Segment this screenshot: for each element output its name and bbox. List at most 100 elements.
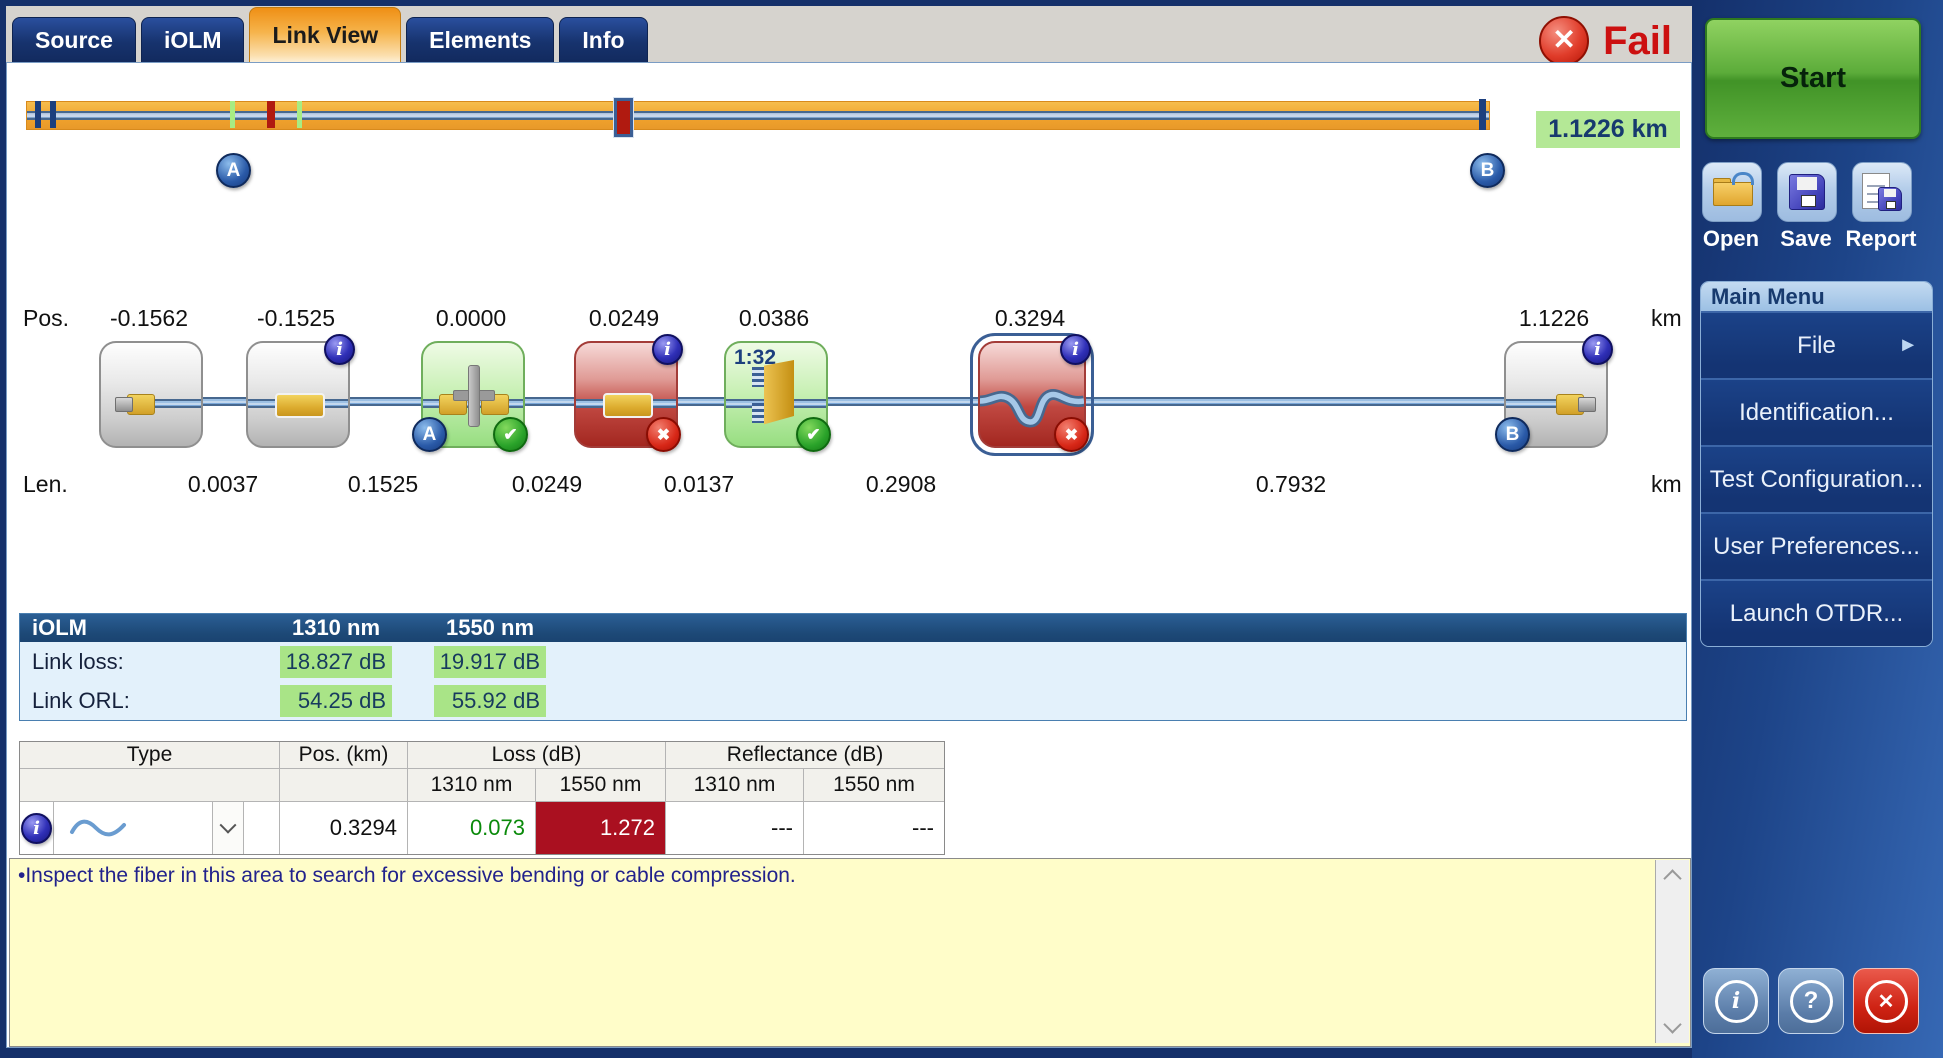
open-folder-icon bbox=[1713, 172, 1754, 206]
info-badge-icon: i bbox=[1060, 334, 1091, 365]
overview-end-cap bbox=[1479, 99, 1486, 130]
tab-link-view[interactable]: Link View bbox=[249, 7, 402, 62]
marker-a-badge: A bbox=[412, 417, 447, 452]
splitter-ratio-label: 1:32 bbox=[734, 346, 777, 369]
report-button-label: Report bbox=[1845, 226, 1917, 251]
element-box-connector-a[interactable]: A ✔ bbox=[412, 341, 528, 452]
menu-item-user-preferences[interactable]: User Preferences... bbox=[1701, 512, 1932, 579]
save-floppy-icon bbox=[1789, 174, 1825, 210]
pass-check-icon: ✔ bbox=[493, 417, 528, 452]
element-position: 0.0386 bbox=[738, 305, 810, 331]
global-status: ✕ Fail bbox=[1539, 16, 1672, 66]
loss-sub-1550: 1550 nm bbox=[536, 769, 666, 802]
link-loss-label: Link loss: bbox=[32, 648, 124, 674]
fiber-link-line bbox=[151, 397, 1554, 406]
refl-sub-1310: 1310 nm bbox=[666, 769, 804, 802]
info-badge-icon: i bbox=[652, 334, 683, 365]
tab-elements[interactable]: Elements bbox=[406, 17, 555, 62]
menu-item-file[interactable]: File ► bbox=[1701, 311, 1932, 378]
row-loss-1550-value-fail: 1.272 bbox=[536, 802, 666, 854]
col-header-reflectance: Reflectance (dB) bbox=[666, 742, 944, 769]
splitter-wedge-icon bbox=[764, 360, 794, 425]
splitter-ports-icon bbox=[752, 403, 765, 423]
section-length: 0.7932 bbox=[1255, 471, 1327, 497]
fiber-segment bbox=[141, 399, 201, 408]
link-orl-row: Link ORL: 54.25 dB 55.92 dB bbox=[20, 681, 1686, 720]
report-document-icon bbox=[1862, 173, 1902, 211]
col-header-pos: Pos. (km) bbox=[280, 742, 408, 769]
splice-icon bbox=[603, 393, 653, 418]
tab-strip: Source iOLM Link View Elements Info ✕ Fa… bbox=[6, 6, 1692, 66]
element-box-macrobend-selected[interactable]: i ✖ bbox=[970, 333, 1094, 456]
overview-splice-tick bbox=[50, 101, 56, 128]
tab-source[interactable]: Source bbox=[12, 17, 136, 62]
scroll-down-icon[interactable] bbox=[1663, 1015, 1682, 1034]
overview-connector-tick bbox=[35, 101, 41, 128]
element-box-splice-fail[interactable]: i ✖ bbox=[574, 334, 683, 452]
loss-sub-1310: 1310 nm bbox=[408, 769, 536, 802]
connector-icon bbox=[115, 397, 133, 412]
overview-selected-element-marker[interactable] bbox=[614, 98, 633, 137]
overview-pass-tick-a bbox=[230, 101, 235, 128]
fiber-segment bbox=[1506, 399, 1560, 408]
about-button[interactable]: i bbox=[1703, 968, 1769, 1034]
summary-col-1310: 1310 nm bbox=[291, 615, 381, 640]
report-button[interactable] bbox=[1852, 162, 1912, 222]
element-box-splitter[interactable]: 1:32 ✔ bbox=[724, 341, 831, 452]
save-button[interactable] bbox=[1777, 162, 1837, 222]
exit-button[interactable]: ✕ bbox=[1853, 968, 1919, 1034]
open-button-label: Open bbox=[1702, 226, 1760, 251]
bend-wave-icon bbox=[980, 389, 1084, 428]
pos-row-label: Pos. bbox=[23, 305, 70, 331]
splitter-ports-icon bbox=[752, 367, 765, 387]
help-icon: ? bbox=[1789, 979, 1833, 1023]
help-button[interactable]: ? bbox=[1778, 968, 1844, 1034]
control-sidebar: Start Open Save Report Main Menu File ► bbox=[1692, 0, 1943, 1058]
section-length: 0.2908 bbox=[865, 471, 937, 497]
tab-group: Source iOLM Link View Elements Info bbox=[12, 7, 648, 62]
element-position: 0.0000 bbox=[435, 305, 507, 331]
tab-info[interactable]: Info bbox=[559, 17, 648, 62]
macrobend-type-icon bbox=[70, 819, 126, 837]
element-box-splice[interactable]: i bbox=[246, 334, 355, 448]
start-button[interactable]: Start bbox=[1705, 18, 1921, 139]
type-dropdown-button[interactable] bbox=[212, 802, 244, 854]
summary-header-row: iOLM 1310 nm 1550 nm bbox=[20, 614, 1686, 642]
diagnostic-message-text: •Inspect the fiber in this area to searc… bbox=[18, 864, 796, 887]
message-scrollbar[interactable] bbox=[1655, 860, 1689, 1043]
row-loss-1310-value: 0.073 bbox=[408, 802, 536, 854]
link-overview-bar[interactable] bbox=[26, 98, 1490, 137]
row-info-icon-cell[interactable]: i bbox=[20, 802, 54, 854]
submenu-arrow-icon: ► bbox=[1898, 334, 1918, 356]
total-link-length-badge: 1.1226 km bbox=[1536, 111, 1680, 148]
tab-iolm[interactable]: iOLM bbox=[140, 17, 245, 62]
menu-item-test-configuration[interactable]: Test Configuration... bbox=[1701, 445, 1932, 512]
menu-item-file-label: File bbox=[1797, 331, 1836, 359]
overview-marker-a: A bbox=[216, 153, 251, 188]
row-spacer-cell bbox=[244, 802, 280, 854]
main-menu-panel: Main Menu File ► Identification... Test … bbox=[1700, 281, 1933, 647]
element-box-connector-start[interactable] bbox=[99, 341, 203, 448]
connector-cross-icon bbox=[468, 365, 480, 427]
connector-icon bbox=[1578, 397, 1596, 412]
len-unit: km bbox=[1651, 471, 1682, 497]
menu-item-launch-otdr[interactable]: Launch OTDR... bbox=[1701, 579, 1932, 646]
open-button[interactable] bbox=[1702, 162, 1762, 222]
overview-pass-tick-splitter bbox=[297, 101, 302, 128]
row-pos-value: 0.3294 bbox=[280, 802, 408, 854]
menu-item-identification[interactable]: Identification... bbox=[1701, 378, 1932, 445]
pos-unit: km bbox=[1651, 305, 1682, 331]
link-orl-1310-value: 54.25 dB bbox=[280, 684, 392, 717]
element-box-connector-b[interactable]: i B bbox=[1495, 334, 1613, 452]
scroll-up-icon[interactable] bbox=[1663, 869, 1682, 888]
marker-b-badge: B bbox=[1495, 417, 1530, 452]
save-button-label: Save bbox=[1780, 226, 1832, 251]
iolm-summary-table: iOLM 1310 nm 1550 nm Link loss: 18.827 d… bbox=[19, 613, 1687, 721]
chevron-down-icon bbox=[219, 816, 237, 834]
fail-status-label: Fail bbox=[1603, 18, 1672, 63]
row-type-cell[interactable] bbox=[54, 802, 212, 854]
link-orl-1550-value: 55.92 dB bbox=[434, 684, 546, 717]
element-position: 0.0249 bbox=[588, 305, 660, 331]
len-row-label: Len. bbox=[23, 471, 68, 497]
